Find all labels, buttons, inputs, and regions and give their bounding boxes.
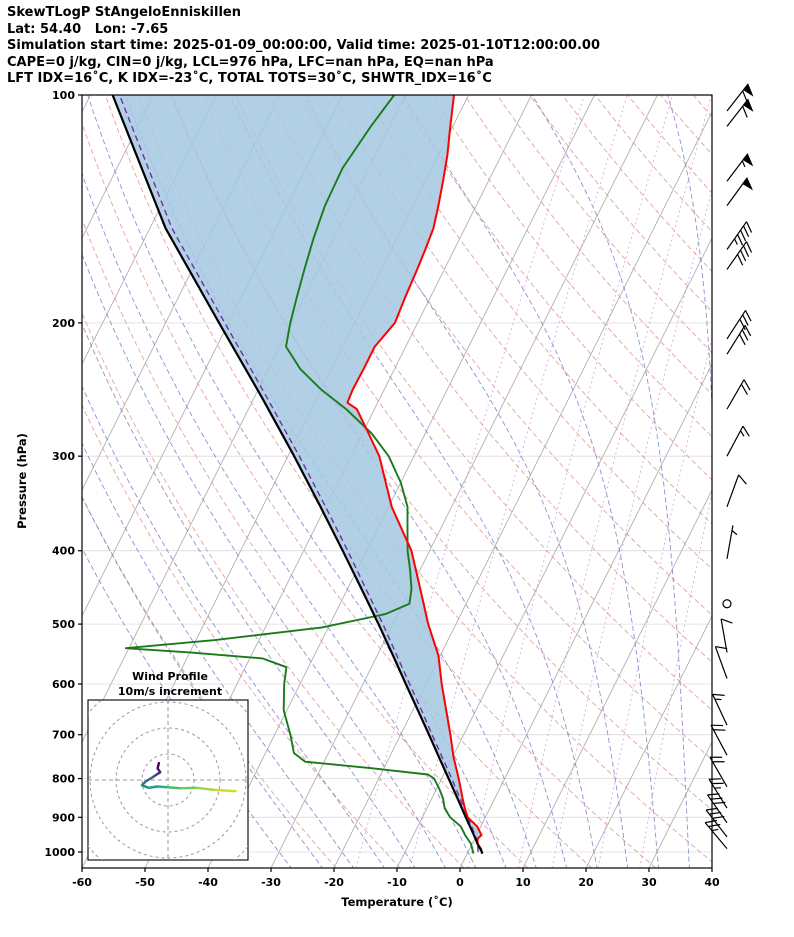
wind-barbs bbox=[704, 83, 754, 850]
hodograph-inset bbox=[87, 699, 249, 861]
wind-barb bbox=[726, 241, 753, 270]
hodograph-rings bbox=[88, 700, 248, 860]
moist-adiabat-lines bbox=[82, 95, 712, 868]
svg-text:10: 10 bbox=[515, 876, 531, 889]
wind-barb bbox=[726, 474, 747, 508]
mixing-ratio-lines bbox=[355, 95, 712, 868]
wind-barb bbox=[722, 599, 732, 609]
wind-barb bbox=[726, 325, 752, 355]
wind-barb bbox=[707, 793, 728, 824]
svg-text:900: 900 bbox=[52, 811, 75, 824]
wind-barb bbox=[705, 807, 728, 838]
wind-barb bbox=[704, 819, 728, 850]
svg-text:-10: -10 bbox=[387, 876, 407, 889]
wind-barb bbox=[710, 724, 728, 756]
svg-text:1000: 1000 bbox=[44, 846, 75, 859]
wind-barb bbox=[726, 83, 754, 112]
svg-text:0: 0 bbox=[456, 876, 464, 889]
wind-barb bbox=[726, 379, 751, 410]
svg-text:500: 500 bbox=[52, 618, 75, 631]
svg-text:30: 30 bbox=[641, 876, 657, 889]
svg-text:600: 600 bbox=[52, 678, 75, 691]
cape-cin-shading bbox=[112, 95, 483, 854]
svg-text:20: 20 bbox=[578, 876, 594, 889]
svg-text:100: 100 bbox=[52, 89, 75, 102]
temperature-line bbox=[346, 95, 483, 854]
svg-text:300: 300 bbox=[52, 450, 75, 463]
wind-barb bbox=[726, 310, 752, 340]
location-line: Lat: 54.40 Lon: -7.65 bbox=[7, 21, 169, 37]
y-axis-label: Pressure (hPa) bbox=[15, 433, 29, 529]
x-axis-label: Temperature (˚C) bbox=[341, 894, 452, 909]
svg-text:200: 200 bbox=[52, 317, 75, 330]
dewpoint-line bbox=[124, 95, 475, 854]
y-tick-labels: 100 200 300 400 500 600 700 800 900 1000 bbox=[44, 89, 82, 859]
wind-barb bbox=[714, 645, 728, 679]
wind-barb bbox=[708, 778, 728, 809]
svg-text:-50: -50 bbox=[135, 876, 155, 889]
svg-text:-60: -60 bbox=[72, 876, 92, 889]
hodograph-title: Wind Profile bbox=[132, 670, 208, 683]
wind-barb bbox=[726, 153, 754, 182]
parcel-line bbox=[111, 95, 484, 854]
svg-text:-30: -30 bbox=[261, 876, 281, 889]
wind-barb bbox=[712, 693, 728, 726]
chart-title: SkewTLogP StAngeloEnniskillen bbox=[7, 5, 241, 20]
stability-indices-line: LFT IDX=16˚C, K IDX=-23˚C, TOTAL TOTS=30… bbox=[7, 71, 492, 87]
header: SkewTLogP StAngeloEnniskillen Lat: 54.40… bbox=[7, 5, 600, 88]
wind-barb bbox=[726, 221, 753, 250]
wind-barb bbox=[726, 98, 754, 127]
svg-text:400: 400 bbox=[52, 545, 75, 558]
wind-barb bbox=[720, 618, 733, 653]
cape-indices-line: CAPE=0 j/kg, CIN=0 j/kg, LCL=976 hPa, LF… bbox=[7, 54, 494, 70]
simulation-time-line: Simulation start time: 2025-01-09_00:00:… bbox=[7, 38, 600, 54]
wind-barb bbox=[726, 425, 750, 457]
x-tick-labels: -60 -50 -40 -30 -20 -10 0 10 20 30 40 bbox=[72, 868, 720, 889]
svg-text:800: 800 bbox=[52, 773, 75, 786]
svg-text:700: 700 bbox=[52, 729, 75, 742]
wind-barb bbox=[709, 756, 728, 788]
svg-text:40: 40 bbox=[704, 876, 720, 889]
svg-text:-40: -40 bbox=[198, 876, 218, 889]
hodograph-subtitle: 10m/s increment bbox=[118, 685, 222, 698]
plot-area bbox=[82, 95, 712, 868]
wind-barb bbox=[726, 525, 738, 559]
svg-text:-20: -20 bbox=[324, 876, 344, 889]
parcel-moist-adiabat-line bbox=[118, 95, 479, 853]
hodograph-trace bbox=[140, 761, 237, 793]
wind-barb bbox=[726, 177, 753, 206]
